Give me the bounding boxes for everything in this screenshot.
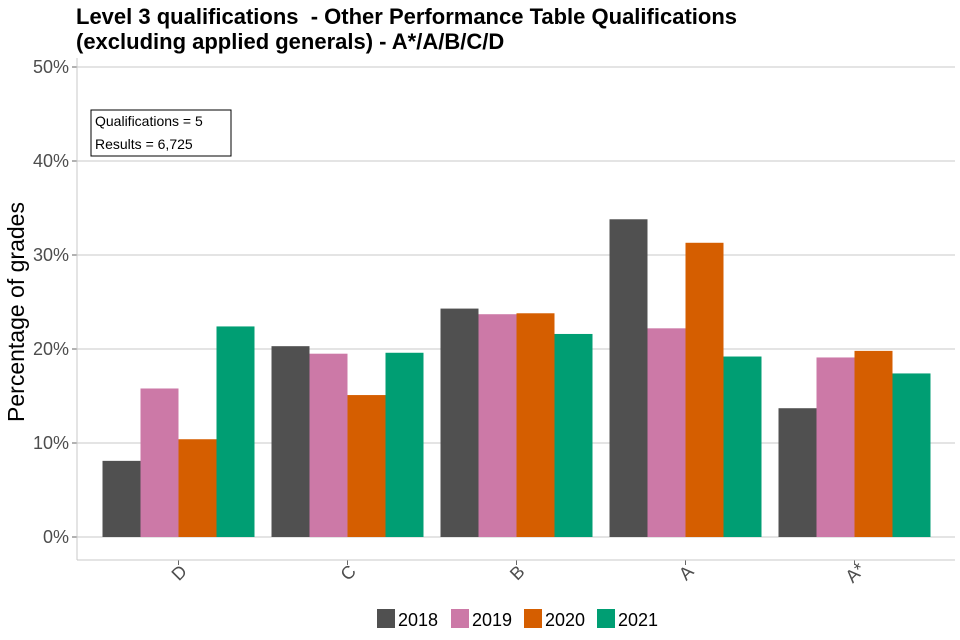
bar-2021-B [554, 333, 593, 537]
legend-label-2019: 2019 [472, 610, 512, 630]
x-tick-label: C [337, 561, 360, 584]
bar-2019-B [478, 314, 517, 537]
x-tick-label: A [675, 561, 698, 584]
bar-2018-A* [778, 408, 817, 537]
bar-2019-D [140, 388, 179, 537]
legend-swatch-2021 [597, 609, 615, 628]
y-axis-ticks: 0% 10% 20% 30% 40% 50% [33, 57, 77, 547]
x-tick-label: A* [841, 559, 869, 587]
bar-2021-A [723, 356, 762, 537]
y-tick-label: 30% [33, 245, 69, 265]
bars [102, 219, 931, 537]
legend-label-2020: 2020 [545, 610, 585, 630]
y-tick-label: 0% [43, 527, 69, 547]
y-tick-label: 20% [33, 339, 69, 359]
chart-title-line-2: (excluding applied generals) - A*/A/B/C/… [76, 29, 505, 54]
annotation-results: Results = 6,725 [95, 136, 193, 152]
bar-2021-A* [892, 373, 931, 537]
bar-2020-B [516, 313, 555, 537]
y-tick-label: 40% [33, 151, 69, 171]
x-axis-ticks: D C B A A* [168, 559, 869, 587]
y-axis-label: Percentage of grades [3, 202, 29, 422]
bar-2020-A [685, 242, 724, 537]
chart-title: Level 3 qualifications - Other Performan… [76, 4, 946, 54]
legend-swatch-2019 [451, 609, 469, 628]
bar-2018-A [609, 219, 648, 537]
annotation-frame [90, 109, 232, 157]
bar-2021-C [385, 352, 424, 537]
bar-2019-A [647, 328, 686, 537]
bar-2020-C [347, 395, 386, 537]
annotation-box: Qualifications = 5 Results = 6,725 [90, 109, 232, 157]
annotation-qualifications: Qualifications = 5 [95, 113, 203, 129]
legend-label-2018: 2018 [398, 610, 438, 630]
bar-2018-B [440, 308, 479, 537]
y-tick-label: 50% [33, 57, 69, 77]
legend: 2018 2019 2020 2021 [377, 609, 658, 630]
bar-2020-D [178, 439, 217, 537]
legend-swatch-2020 [524, 609, 542, 628]
legend-swatch-2018 [377, 609, 395, 628]
bar-2021-D [216, 326, 255, 537]
x-tick-label: D [168, 561, 191, 584]
bar-2019-A* [816, 357, 855, 537]
legend-label-2021: 2021 [618, 610, 658, 630]
y-tick-label: 10% [33, 433, 69, 453]
bar-2019-C [309, 353, 348, 537]
bar-2020-A* [854, 350, 893, 537]
bar-2018-D [102, 460, 141, 537]
chart-title-line-1: Level 3 qualifications - Other Performan… [76, 4, 737, 29]
bar-2018-C [271, 346, 310, 537]
x-tick-label: B [506, 561, 529, 584]
